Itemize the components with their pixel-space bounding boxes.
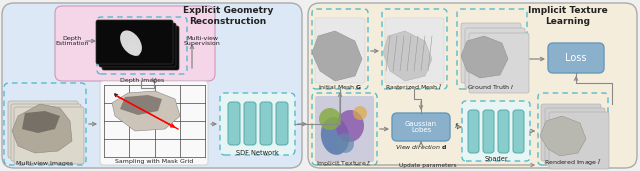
Text: Depth Images: Depth Images bbox=[120, 78, 164, 83]
Text: Implicit Texture
Learning: Implicit Texture Learning bbox=[528, 6, 608, 26]
FancyBboxPatch shape bbox=[260, 102, 272, 145]
Text: Shader: Shader bbox=[484, 156, 508, 162]
FancyBboxPatch shape bbox=[308, 3, 637, 168]
FancyBboxPatch shape bbox=[8, 101, 78, 158]
Polygon shape bbox=[120, 95, 162, 115]
Text: Initial Mesh $\mathbf{G}$: Initial Mesh $\mathbf{G}$ bbox=[318, 83, 362, 91]
FancyBboxPatch shape bbox=[462, 101, 530, 161]
Text: Ground Truth $I$: Ground Truth $I$ bbox=[467, 83, 515, 91]
Text: $f_l$: $f_l$ bbox=[454, 122, 460, 132]
Text: Multi-view Images: Multi-view Images bbox=[17, 161, 74, 166]
Ellipse shape bbox=[128, 42, 140, 56]
Ellipse shape bbox=[353, 106, 367, 120]
Polygon shape bbox=[12, 104, 72, 153]
Text: View direction $\mathbf{d}$: View direction $\mathbf{d}$ bbox=[395, 143, 447, 151]
Text: Explicit Geometry
Reconstruction: Explicit Geometry Reconstruction bbox=[183, 6, 273, 26]
FancyBboxPatch shape bbox=[228, 102, 240, 145]
Text: Loss: Loss bbox=[565, 53, 587, 63]
FancyBboxPatch shape bbox=[549, 112, 609, 169]
Text: Multi-view
Supervision: Multi-view Supervision bbox=[184, 36, 220, 46]
Polygon shape bbox=[540, 116, 586, 156]
FancyBboxPatch shape bbox=[11, 104, 81, 161]
FancyBboxPatch shape bbox=[96, 20, 173, 64]
Polygon shape bbox=[22, 111, 60, 133]
FancyBboxPatch shape bbox=[385, 18, 444, 83]
Ellipse shape bbox=[319, 108, 341, 130]
Ellipse shape bbox=[321, 117, 349, 155]
Polygon shape bbox=[312, 31, 362, 81]
FancyBboxPatch shape bbox=[513, 110, 524, 153]
Text: Depth
Estimation: Depth Estimation bbox=[55, 36, 89, 46]
Polygon shape bbox=[461, 36, 508, 78]
FancyBboxPatch shape bbox=[102, 26, 179, 70]
FancyBboxPatch shape bbox=[244, 102, 256, 145]
Text: Rasterized Mesh $\hat{I}$: Rasterized Mesh $\hat{I}$ bbox=[385, 82, 443, 92]
FancyBboxPatch shape bbox=[315, 96, 374, 162]
Ellipse shape bbox=[336, 133, 354, 153]
FancyBboxPatch shape bbox=[99, 23, 176, 67]
FancyBboxPatch shape bbox=[220, 93, 295, 155]
Ellipse shape bbox=[120, 30, 142, 56]
FancyBboxPatch shape bbox=[100, 81, 208, 165]
Text: Gaussian
Lobes: Gaussian Lobes bbox=[405, 121, 437, 134]
Text: SDF Network: SDF Network bbox=[236, 150, 278, 156]
FancyBboxPatch shape bbox=[465, 28, 525, 88]
Text: Implicit Texture $f$: Implicit Texture $f$ bbox=[316, 159, 372, 168]
Text: Sampling with Mask Grid: Sampling with Mask Grid bbox=[115, 160, 193, 165]
FancyBboxPatch shape bbox=[276, 102, 288, 145]
FancyBboxPatch shape bbox=[392, 113, 450, 141]
FancyBboxPatch shape bbox=[14, 107, 84, 164]
FancyBboxPatch shape bbox=[2, 3, 302, 168]
FancyBboxPatch shape bbox=[315, 18, 365, 83]
FancyBboxPatch shape bbox=[548, 43, 604, 73]
FancyBboxPatch shape bbox=[498, 110, 509, 153]
Ellipse shape bbox=[336, 110, 364, 142]
FancyBboxPatch shape bbox=[545, 108, 605, 165]
Text: Rendered Image $\hat{I}$: Rendered Image $\hat{I}$ bbox=[544, 158, 602, 168]
FancyBboxPatch shape bbox=[541, 104, 601, 161]
Polygon shape bbox=[112, 91, 180, 131]
FancyBboxPatch shape bbox=[461, 23, 521, 83]
FancyBboxPatch shape bbox=[55, 6, 215, 81]
Polygon shape bbox=[383, 31, 432, 81]
FancyBboxPatch shape bbox=[483, 110, 494, 153]
Text: Update parameters: Update parameters bbox=[399, 163, 457, 168]
FancyBboxPatch shape bbox=[468, 110, 479, 153]
FancyBboxPatch shape bbox=[469, 33, 529, 93]
